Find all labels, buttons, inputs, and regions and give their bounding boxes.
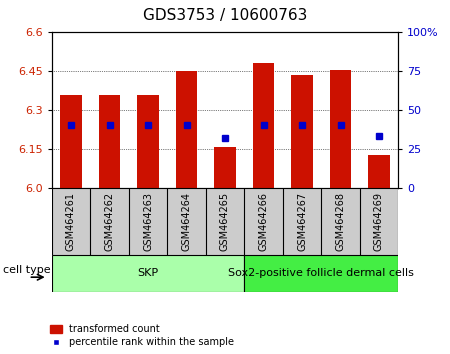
Text: SKP: SKP — [137, 268, 158, 279]
Text: GSM464262: GSM464262 — [104, 192, 114, 251]
Text: cell type: cell type — [3, 265, 50, 275]
Text: GSM464263: GSM464263 — [143, 192, 153, 251]
Text: GSM464268: GSM464268 — [336, 192, 346, 251]
Text: GSM464267: GSM464267 — [297, 192, 307, 251]
Bar — [244, 255, 398, 292]
Bar — [52, 255, 244, 292]
Legend: transformed count, percentile rank within the sample: transformed count, percentile rank withi… — [50, 325, 234, 347]
Text: Sox2-positive follicle dermal cells: Sox2-positive follicle dermal cells — [228, 268, 414, 279]
Text: GDS3753 / 10600763: GDS3753 / 10600763 — [143, 8, 307, 23]
Text: GSM464264: GSM464264 — [181, 192, 192, 251]
Bar — [176, 71, 197, 188]
Bar — [330, 69, 351, 188]
Bar — [292, 75, 313, 188]
Bar — [99, 96, 120, 188]
Text: GSM464269: GSM464269 — [374, 192, 384, 251]
Bar — [253, 63, 274, 188]
Text: GSM464265: GSM464265 — [220, 192, 230, 251]
Text: GSM464261: GSM464261 — [66, 192, 76, 251]
Bar — [214, 147, 236, 188]
Bar — [60, 96, 81, 188]
Bar — [137, 96, 158, 188]
Bar — [369, 155, 390, 188]
Text: GSM464266: GSM464266 — [258, 192, 269, 251]
